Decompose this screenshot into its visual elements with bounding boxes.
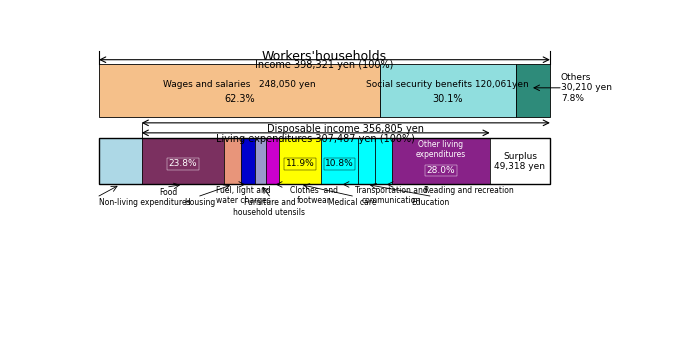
Bar: [358, 138, 375, 184]
Text: Non-living expenditures: Non-living expenditures: [99, 197, 190, 206]
Text: Income 398,321 yen (100%): Income 398,321 yen (100%): [255, 61, 394, 70]
Text: Living expenditures 307,487 yen (100%): Living expenditures 307,487 yen (100%): [216, 134, 415, 143]
Text: Housing: Housing: [184, 197, 216, 206]
Text: 62.3%: 62.3%: [224, 93, 255, 104]
Text: Social security benefits 120,061yen: Social security benefits 120,061yen: [367, 79, 529, 89]
Text: Wages and salaries   248,050 yen: Wages and salaries 248,050 yen: [163, 79, 316, 89]
Text: Other living
expenditures: Other living expenditures: [416, 140, 466, 160]
Bar: [255, 138, 267, 184]
Text: Furniture and
household utensils: Furniture and household utensils: [233, 197, 305, 217]
Bar: [99, 138, 550, 184]
Text: 11.9%: 11.9%: [286, 159, 315, 168]
Text: Transportation and
communication: Transportation and communication: [355, 186, 428, 205]
Text: Disposable income 356,805 yen: Disposable income 356,805 yen: [267, 124, 424, 134]
Bar: [141, 138, 224, 184]
Bar: [99, 64, 380, 118]
Text: Fuel, light and
water charges: Fuel, light and water charges: [216, 186, 271, 205]
Bar: [380, 64, 516, 118]
Text: Others
30,210 yen
7.8%: Others 30,210 yen 7.8%: [561, 73, 612, 103]
Bar: [321, 138, 358, 184]
Bar: [224, 138, 241, 184]
Bar: [375, 138, 392, 184]
Bar: [241, 138, 255, 184]
Text: 10.8%: 10.8%: [325, 159, 354, 168]
Text: 30.1%: 30.1%: [432, 93, 463, 104]
Text: 28.0%: 28.0%: [427, 166, 456, 175]
Text: Reading and recreation: Reading and recreation: [424, 186, 513, 195]
Bar: [267, 138, 279, 184]
Bar: [279, 138, 321, 184]
Text: Clothes  and
footwear: Clothes and footwear: [290, 186, 338, 205]
Text: Food: Food: [160, 188, 178, 197]
Text: Workers'households: Workers'households: [262, 50, 387, 63]
Text: Medical care: Medical care: [328, 197, 377, 206]
Bar: [392, 138, 490, 184]
Text: 23.8%: 23.8%: [169, 159, 197, 168]
Text: Education: Education: [411, 197, 449, 206]
Bar: [516, 64, 550, 118]
Bar: [99, 138, 141, 184]
Bar: [490, 138, 550, 184]
Text: Surplus
49,318 yen: Surplus 49,318 yen: [494, 152, 545, 171]
